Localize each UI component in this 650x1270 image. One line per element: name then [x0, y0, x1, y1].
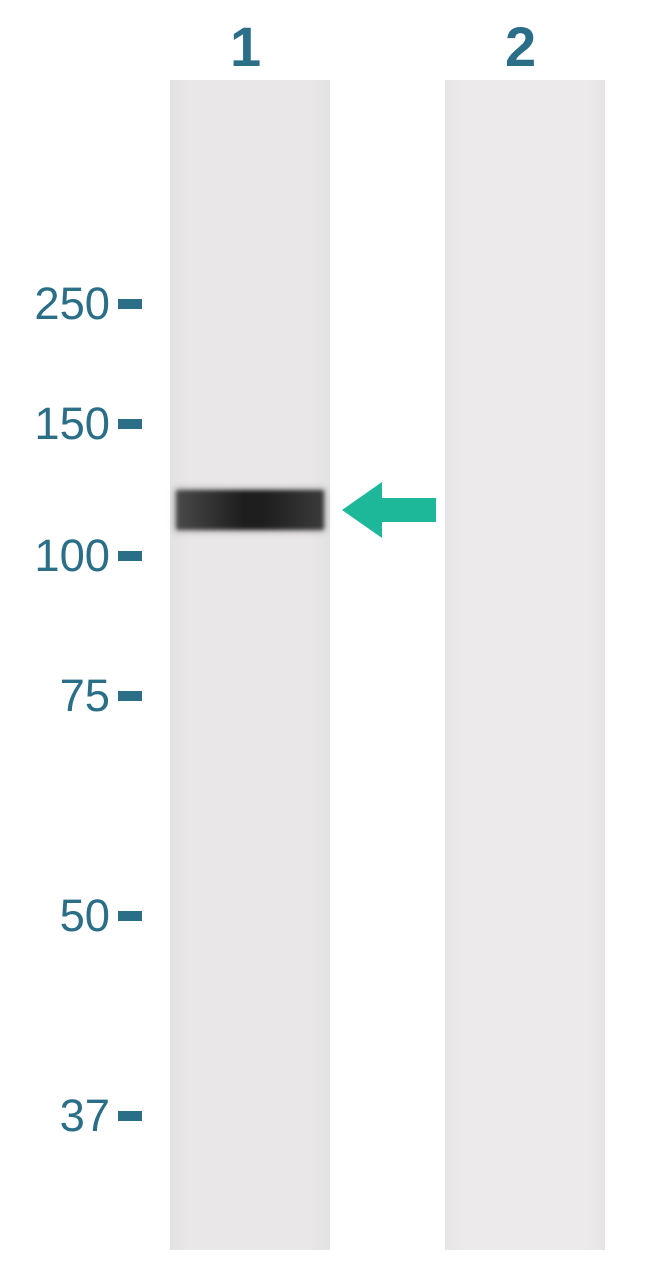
- mw-marker-value: 75: [0, 670, 110, 722]
- mw-marker-dash: [118, 911, 142, 921]
- mw-marker-value: 100: [0, 530, 110, 582]
- mw-marker-value: 250: [0, 278, 110, 330]
- mw-marker-dash: [118, 551, 142, 561]
- mw-marker-dash: [118, 691, 142, 701]
- lane-strip-2: [445, 80, 605, 1250]
- lane-label-1: 1: [230, 14, 261, 79]
- mw-marker-50: 50: [0, 882, 142, 950]
- mw-marker-37: 37: [0, 1082, 142, 1150]
- lane-label-2: 2: [505, 14, 536, 79]
- blot-figure: 1 2 250 150 100 75 50 37: [0, 0, 650, 1270]
- mw-marker-dash: [118, 1111, 142, 1121]
- band-lane1-0: [176, 490, 324, 530]
- band-arrow-icon: [340, 478, 440, 542]
- mw-marker-dash: [118, 419, 142, 429]
- mw-marker-75: 75: [0, 662, 142, 730]
- mw-marker-value: 150: [0, 398, 110, 450]
- mw-marker-value: 37: [0, 1090, 110, 1142]
- mw-marker-value: 50: [0, 890, 110, 942]
- lane-strip-1: [170, 80, 330, 1250]
- mw-marker-250: 250: [0, 270, 142, 338]
- mw-marker-150: 150: [0, 390, 142, 458]
- mw-marker-100: 100: [0, 522, 142, 590]
- mw-marker-dash: [118, 299, 142, 309]
